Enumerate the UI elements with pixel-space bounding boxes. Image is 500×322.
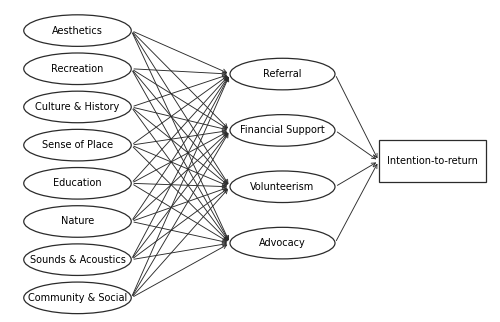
Ellipse shape	[230, 58, 335, 90]
Ellipse shape	[24, 91, 131, 123]
Ellipse shape	[24, 129, 131, 161]
Ellipse shape	[24, 167, 131, 199]
Ellipse shape	[230, 171, 335, 203]
Text: Nature: Nature	[61, 216, 94, 226]
Text: Recreation: Recreation	[52, 64, 104, 74]
FancyBboxPatch shape	[379, 140, 486, 182]
Ellipse shape	[24, 282, 131, 314]
Text: Sounds & Acoustics: Sounds & Acoustics	[30, 255, 126, 265]
Text: Advocacy: Advocacy	[259, 238, 306, 248]
Ellipse shape	[24, 53, 131, 85]
Text: Financial Support: Financial Support	[240, 125, 325, 136]
Text: Sense of Place: Sense of Place	[42, 140, 113, 150]
Ellipse shape	[24, 15, 131, 46]
Text: Referral: Referral	[263, 69, 302, 79]
Text: Intention-to-return: Intention-to-return	[387, 156, 478, 166]
Ellipse shape	[24, 206, 131, 237]
Text: Aesthetics: Aesthetics	[52, 25, 103, 36]
Text: Education: Education	[53, 178, 102, 188]
Text: Culture & History: Culture & History	[36, 102, 119, 112]
Ellipse shape	[230, 227, 335, 259]
Text: Volunteerism: Volunteerism	[250, 182, 314, 192]
Ellipse shape	[230, 115, 335, 146]
Ellipse shape	[24, 244, 131, 275]
Text: Community & Social: Community & Social	[28, 293, 127, 303]
